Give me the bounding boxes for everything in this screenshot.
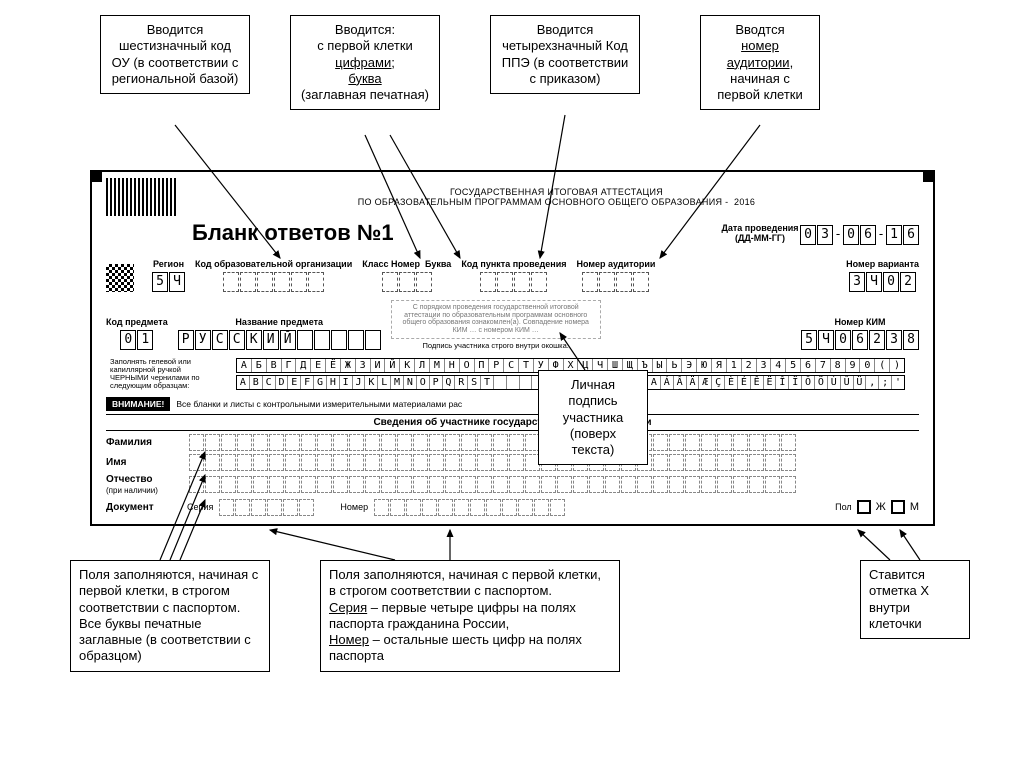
callout-aud: Вводтсяномер аудитории, начиная с первой… [700, 15, 820, 110]
callout-gender-mark: Ставится отметка X внутри клеточки [860, 560, 970, 639]
callout-edu-code: Вводится шестизначный код ОУ (в соответс… [100, 15, 250, 94]
qr-code [106, 264, 134, 292]
participant-section-header: Сведения об участнике государственной та… [106, 414, 919, 431]
callout-class: Вводится:с первой клетки цифрами;буква(з… [290, 15, 440, 110]
callout-signature: Личная подпись участника (поверх текста) [538, 370, 648, 465]
field-ppe: Код пункта проведения [461, 260, 566, 292]
answer-form: ГОСУДАРСТВЕННАЯ ИТОГОВАЯ АТТЕСТАЦИЯ ПО О… [90, 170, 935, 526]
row-name: Имя [106, 454, 919, 471]
form-title: Бланк ответов №1 [192, 218, 720, 252]
field-class: Класс Номер Буква [362, 260, 451, 292]
date-label: Дата проведения (ДД-ММ-ГГ) [720, 224, 800, 244]
checkbox-female[interactable] [857, 500, 871, 514]
row-document: Документ Серия Номер Пол Ж М [106, 499, 919, 516]
barcode [106, 178, 176, 216]
field-variant: Номер варианта 3Ч02 [846, 260, 919, 292]
attention-bar: ВНИМАНИЕ! Все бланки и листы с контрольн… [106, 397, 919, 411]
checkbox-male[interactable] [891, 500, 905, 514]
date-value: 03-06-16 [800, 225, 919, 245]
fine-print-box: С порядком проведения государственной ит… [391, 300, 601, 350]
field-subject-name: Название предмета РУССКИЙ [178, 318, 381, 350]
field-subject-code: Код предмета 01 [106, 318, 168, 350]
fill-instructions: Заполнять гелевой или капиллярной ручкой… [106, 356, 216, 393]
field-aud: Номер аудитории [576, 260, 655, 292]
field-kim: Номер КИМ 5Ч06238 [801, 318, 919, 350]
header-text: ГОСУДАРСТВЕННАЯ ИТОГОВАЯ АТТЕСТАЦИЯ ПО О… [194, 187, 919, 208]
callout-ppe: Вводится четырехзначный Код ППЭ (в соотв… [490, 15, 640, 94]
field-region: Регион 5Ч [152, 260, 185, 292]
callout-document: Поля заполняются, начиная с первой клетк… [320, 560, 620, 672]
row-patronymic: Отчество(при наличии) [106, 474, 919, 496]
field-edu-code: Код образовательной организации [195, 260, 352, 292]
row-surname: Фамилия [106, 434, 919, 451]
callout-name-fields: Поля заполняются, начиная с первой клетк… [70, 560, 270, 672]
